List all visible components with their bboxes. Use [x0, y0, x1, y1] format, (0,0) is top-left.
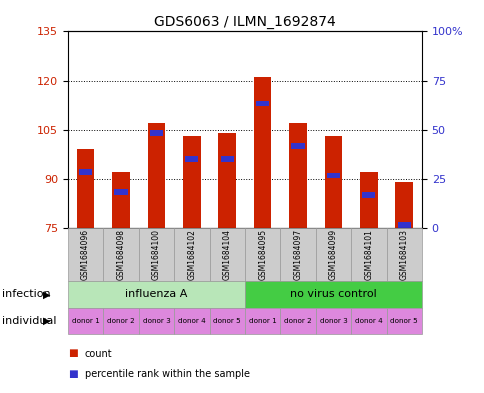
Bar: [147, 123, 165, 228]
Text: percentile rank within the sample: percentile rank within the sample: [85, 369, 249, 379]
Bar: [114, 189, 127, 195]
Text: no virus control: no virus control: [289, 289, 376, 299]
Text: GSM1684103: GSM1684103: [399, 229, 408, 280]
Bar: [76, 149, 94, 228]
Text: donor 1: donor 1: [72, 318, 99, 324]
Text: GSM1684095: GSM1684095: [257, 229, 267, 280]
Text: GSM1684098: GSM1684098: [116, 229, 125, 280]
Bar: [362, 192, 375, 198]
Bar: [326, 173, 339, 178]
Bar: [288, 123, 306, 228]
Text: influenza A: influenza A: [125, 289, 187, 299]
Text: ▶: ▶: [43, 289, 50, 299]
Text: GSM1684096: GSM1684096: [81, 229, 90, 280]
Text: donor 4: donor 4: [354, 318, 382, 324]
Bar: [112, 172, 130, 228]
Text: ■: ■: [68, 348, 77, 358]
Text: infection: infection: [2, 289, 51, 299]
Bar: [324, 136, 342, 228]
Text: count: count: [85, 349, 112, 359]
Bar: [182, 136, 200, 228]
Text: ▶: ▶: [43, 316, 50, 326]
Bar: [185, 156, 198, 162]
Bar: [359, 172, 377, 228]
Text: donor 1: donor 1: [248, 318, 276, 324]
Bar: [218, 133, 236, 228]
Text: GSM1684097: GSM1684097: [293, 229, 302, 280]
Text: donor 5: donor 5: [213, 318, 241, 324]
Text: GSM1684100: GSM1684100: [151, 229, 161, 280]
Bar: [79, 169, 92, 175]
Text: donor 3: donor 3: [142, 318, 170, 324]
Bar: [253, 77, 271, 228]
Text: donor 2: donor 2: [107, 318, 135, 324]
Bar: [394, 182, 412, 228]
Text: GSM1684099: GSM1684099: [328, 229, 337, 280]
Title: GDS6063 / ILMN_1692874: GDS6063 / ILMN_1692874: [154, 15, 335, 29]
Text: GSM1684104: GSM1684104: [222, 229, 231, 280]
Text: donor 2: donor 2: [284, 318, 311, 324]
Text: donor 4: donor 4: [178, 318, 205, 324]
Bar: [397, 222, 410, 228]
Bar: [220, 156, 233, 162]
Text: donor 5: donor 5: [390, 318, 417, 324]
Bar: [256, 101, 269, 107]
Text: GSM1684101: GSM1684101: [363, 229, 373, 280]
Bar: [150, 130, 163, 136]
Text: ■: ■: [68, 369, 77, 378]
Bar: [291, 143, 304, 149]
Text: donor 3: donor 3: [319, 318, 347, 324]
Text: individual: individual: [2, 316, 57, 326]
Text: GSM1684102: GSM1684102: [187, 229, 196, 280]
